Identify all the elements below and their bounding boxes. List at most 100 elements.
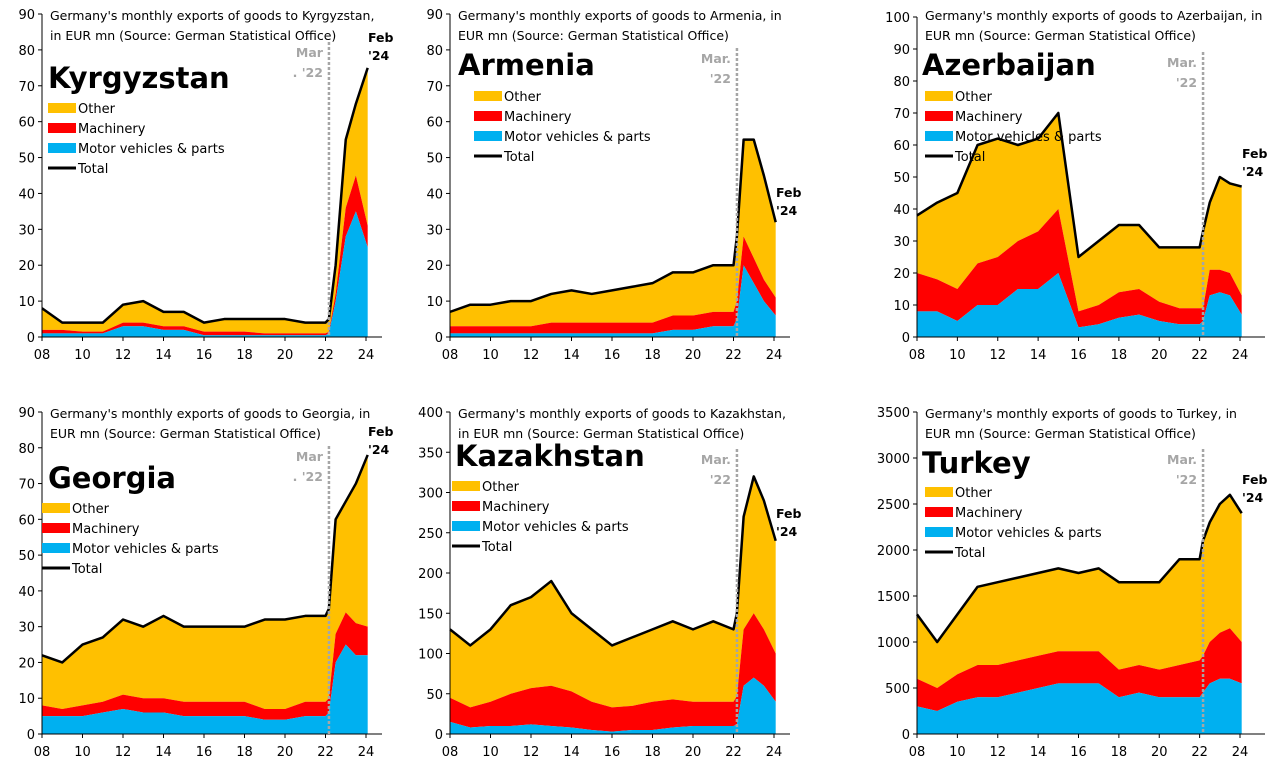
legend-label: Total: [77, 162, 108, 177]
legend-label: Total: [481, 540, 512, 555]
chart-title: Germany's monthly exports of goods to Ka…: [458, 406, 786, 421]
x-tick-label: 18: [1111, 348, 1128, 363]
legend-swatch: [925, 131, 953, 141]
legend-swatch: [925, 111, 953, 121]
area-machinery: [450, 236, 776, 334]
chart-title: EUR mn (Source: German Statistical Offic…: [925, 28, 1196, 43]
end-label: '24: [776, 524, 798, 539]
y-tick-label: 10: [893, 299, 910, 314]
y-tick-label: 40: [18, 187, 35, 202]
marker-label: Mar.: [701, 51, 731, 66]
x-tick-label: 24: [358, 745, 375, 760]
end-label: '24: [368, 442, 390, 457]
y-tick-label: 50: [426, 152, 443, 167]
legend-label: Other: [504, 90, 542, 105]
y-tick-label: 80: [893, 75, 910, 90]
y-tick-label: 50: [426, 688, 443, 703]
legend-swatch: [452, 501, 480, 511]
legend-label: Total: [954, 150, 985, 165]
y-tick-label: 60: [426, 116, 443, 131]
x-tick-label: 18: [236, 745, 253, 760]
x-tick-label: 14: [1030, 745, 1047, 760]
y-tick-label: 70: [18, 478, 35, 493]
y-tick-label: 70: [893, 107, 910, 122]
x-tick-label: 16: [1070, 745, 1087, 760]
chart-title: Germany's monthly exports of goods to Ge…: [50, 406, 370, 421]
x-tick-label: 24: [358, 348, 375, 363]
end-label: Feb: [776, 506, 802, 521]
y-tick-label: 10: [426, 295, 443, 310]
line-total: [449, 475, 777, 647]
y-tick-label: 10: [18, 692, 35, 707]
marker-label: Mar.: [701, 452, 731, 467]
y-tick-label: 10: [18, 295, 35, 310]
marker-label: Mar: [296, 449, 324, 464]
end-label: '24: [1242, 164, 1264, 179]
x-tick-label: 20: [685, 348, 702, 363]
x-tick-label: 18: [644, 348, 661, 363]
x-tick-label: 22: [317, 745, 334, 760]
y-tick-label: 0: [27, 728, 35, 743]
legend-label: Total: [71, 562, 102, 577]
chart-title: in EUR mn (Source: German Statistical Of…: [458, 426, 744, 441]
legend-swatch: [48, 143, 76, 153]
chart-title: Germany's monthly exports of goods to Ky…: [50, 8, 374, 23]
panel-azerbaijan: 0 10 20 30 40 50 60 70 80 90 100 08 10 12 14 16 18 20 22 24…: [885, 8, 1267, 363]
chart-title: Germany's monthly exports of goods to Az…: [925, 8, 1262, 23]
y-tick-label: 50: [893, 171, 910, 186]
chart-title: EUR mn (Source: German Statistical Offic…: [925, 426, 1196, 441]
country-name: Georgia: [48, 461, 176, 495]
area-machinery: [42, 612, 368, 720]
area-motor-vehicles: [917, 678, 1242, 734]
marker-label: '22: [710, 472, 731, 487]
area-machinery: [917, 209, 1242, 328]
x-tick-label: 16: [604, 348, 621, 363]
marker-label: . '22: [293, 469, 323, 484]
y-tick-label: 70: [426, 80, 443, 95]
y-tick-label: 1000: [877, 636, 910, 651]
legend-label: Total: [954, 546, 985, 561]
panel-georgia: 0 10 20 30 40 50 60 70 80 90 08 10 12 14 16 18 20 22 24 Ger…: [18, 406, 393, 760]
y-tick-label: 2000: [877, 544, 910, 559]
legend-swatch: [452, 521, 480, 531]
y-tick-label: 100: [885, 11, 910, 26]
y-tick-label: 60: [18, 116, 35, 131]
y-tick-label: 150: [418, 607, 443, 622]
y-tick-label: 50: [18, 152, 35, 167]
legend-swatch: [474, 91, 502, 101]
line-total: [449, 138, 777, 314]
x-tick-label: 08: [34, 348, 51, 363]
x-tick-label: 12: [989, 745, 1006, 760]
panel-kyrgyzstan: 0 10 20 30 40 50 60 70 80 90 08 10 12 14 16 18 20 22 24 Ger…: [18, 8, 393, 363]
legend-label: Motor vehicles & parts: [504, 130, 651, 145]
y-tick-label: 3500: [877, 406, 910, 421]
x-tick-label: 14: [563, 745, 580, 760]
end-label: Feb: [776, 185, 802, 200]
legend-swatch: [925, 91, 953, 101]
x-tick-label: 14: [563, 348, 580, 363]
legend-label: Machinery: [955, 506, 1023, 521]
country-name: Azerbaijan: [922, 48, 1096, 82]
x-tick-label: 08: [442, 745, 459, 760]
end-label: '24: [776, 203, 798, 218]
legend-swatch: [42, 503, 70, 513]
country-name: Kazakhstan: [455, 439, 645, 473]
x-tick-label: 08: [909, 745, 926, 760]
x-tick-label: 22: [317, 348, 334, 363]
y-tick-label: 50: [18, 549, 35, 564]
x-tick-label: 22: [725, 348, 742, 363]
legend-label: Other: [72, 502, 110, 517]
x-tick-label: 10: [74, 745, 91, 760]
y-tick-label: 80: [18, 44, 35, 59]
x-tick-label: 08: [34, 745, 51, 760]
panel-kazakhstan: 0 50 100 150 200 250 300 350 400 08 10 12 14 16 18 20 22…: [418, 406, 801, 760]
x-tick-label: 18: [236, 348, 253, 363]
line-total: [915, 493, 1243, 644]
legend-swatch: [42, 543, 70, 553]
line-total: [41, 67, 369, 324]
y-tick-label: 30: [893, 235, 910, 250]
x-tick-label: 24: [766, 745, 783, 760]
x-tick-label: 12: [989, 348, 1006, 363]
line-total: [41, 454, 369, 664]
y-tick-label: 40: [18, 585, 35, 600]
